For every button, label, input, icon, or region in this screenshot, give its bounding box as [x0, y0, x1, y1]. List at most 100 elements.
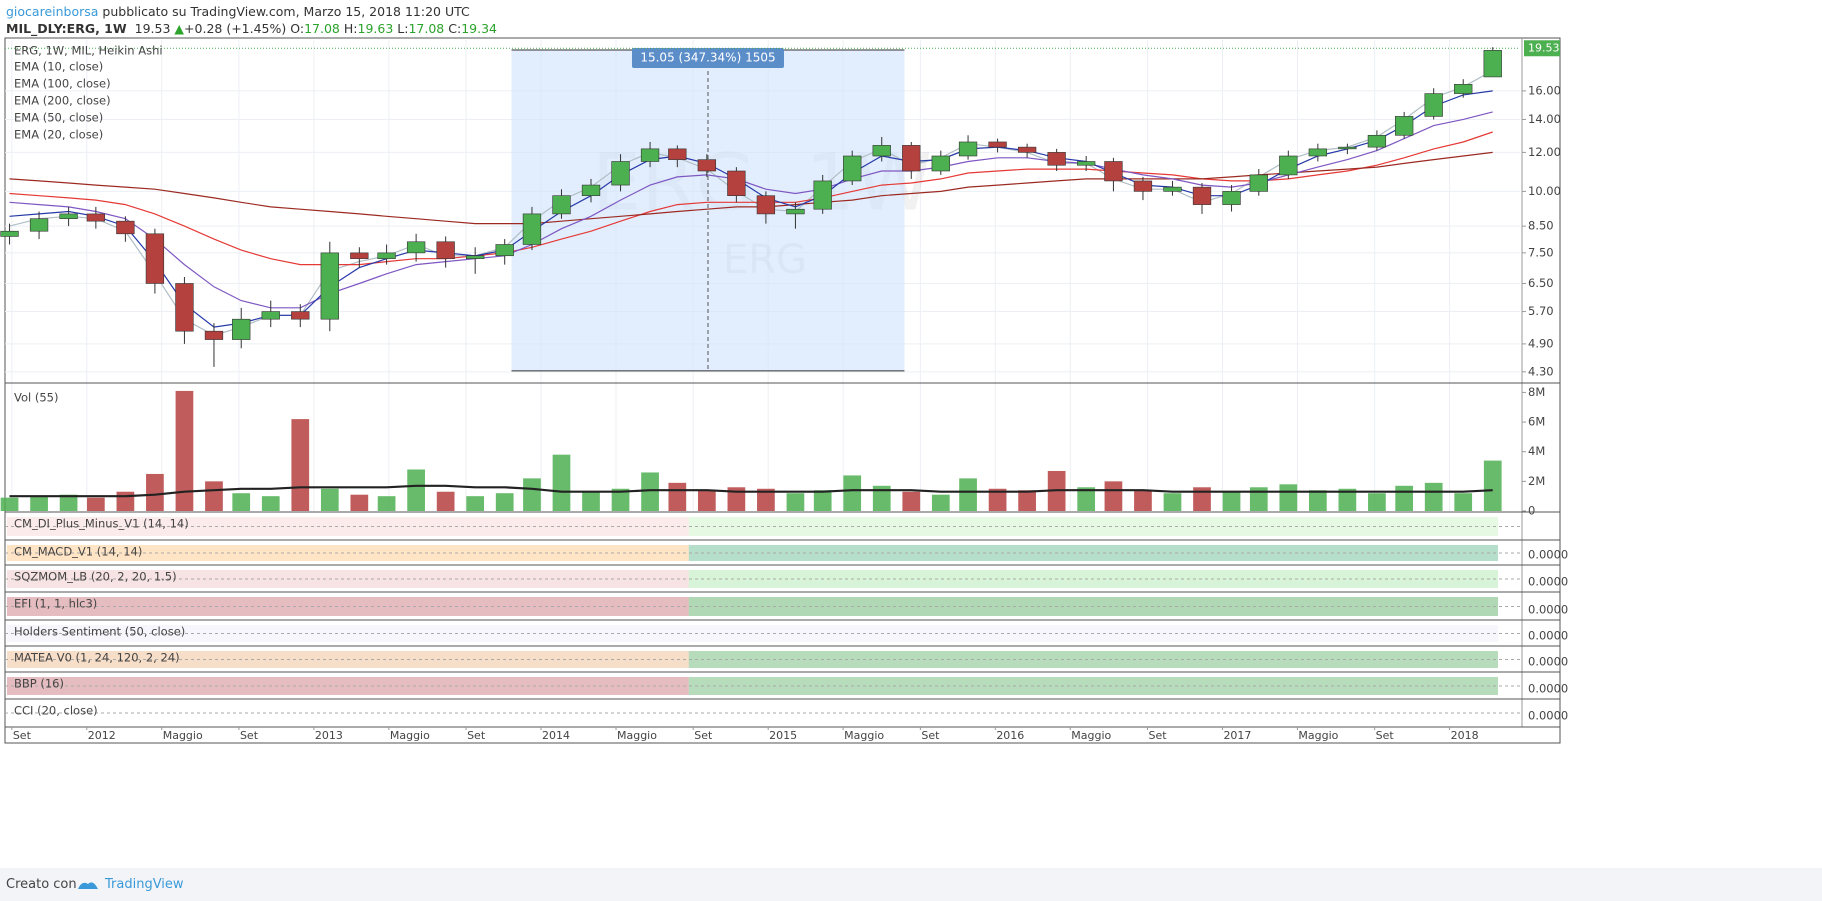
candle-body: [261, 311, 280, 320]
candle-body: [495, 244, 514, 257]
candle-body: [988, 141, 1007, 148]
candle-body: [727, 170, 746, 196]
volume-bar: [552, 454, 571, 511]
candle-body: [29, 218, 49, 232]
volume-bar: [1454, 493, 1473, 511]
candle-body: [1279, 155, 1298, 176]
volume-bar: [350, 494, 369, 511]
candle-body: [1367, 134, 1387, 148]
volume-bar: [959, 478, 977, 511]
published: pubblicato su TradingView.com, Marzo 15,…: [102, 4, 470, 19]
indicator-tick-label: 0.0000: [1528, 629, 1568, 643]
x-tick-label: Set: [13, 729, 32, 742]
volume-bar: [1163, 493, 1182, 511]
h-label: H:: [343, 21, 358, 36]
volume-bar: [641, 472, 659, 511]
volume-bar: [1249, 487, 1268, 511]
volume-bar: [931, 494, 950, 511]
ema-line: [9, 111, 1493, 309]
volume-bar: [466, 496, 485, 511]
volume-bar: [407, 469, 425, 511]
indicator-tick-label: 0.0000: [1528, 548, 1568, 562]
volume-bar: [843, 475, 862, 511]
volume-bar: [786, 493, 805, 511]
brand[interactable]: TradingView: [105, 877, 184, 892]
ema-line: [9, 90, 1493, 328]
volume-bar: [232, 493, 251, 511]
y-tick-label: 7.50: [1528, 245, 1554, 259]
candle-body: [291, 311, 310, 320]
open: 17.08: [304, 21, 340, 36]
indicator-tick-label: 0.0000: [1528, 603, 1568, 617]
y-tick-label: 4.30: [1528, 364, 1554, 378]
measure-label-box: [631, 48, 784, 69]
y-tick-label: 6.50: [1528, 276, 1554, 290]
candle-body: [1249, 174, 1268, 192]
legend-entry: EMA (50, close): [14, 111, 103, 125]
volume-bar: [902, 491, 921, 511]
x-tick-label: Maggio: [1071, 729, 1111, 742]
y-tick-label: 0: [1528, 504, 1535, 518]
candle-body: [522, 213, 542, 245]
footer: Creato con TradingView: [0, 868, 1822, 901]
legend-entry: EMA (100, close): [14, 77, 111, 91]
volume-bar: [0, 497, 19, 511]
x-tick-label: Maggio: [1298, 729, 1338, 742]
candle-body: [232, 318, 251, 340]
volume-bar: [757, 488, 775, 511]
volume-bar: [582, 491, 600, 511]
x-tick-label: 2014: [542, 729, 570, 742]
candle-body: [320, 252, 339, 320]
candle-body: [1104, 161, 1123, 182]
volume-bar: [668, 482, 687, 511]
candle-body: [552, 195, 571, 215]
x-tick-label: 2015: [769, 729, 797, 742]
indicator-label: Holders Sentiment (50, close): [14, 625, 185, 639]
candle-body: [1047, 152, 1066, 166]
volume-bar: [116, 491, 135, 511]
indicator-label: SQZMOM_LB (20, 2, 20, 1.5): [14, 570, 177, 584]
y-tick-label: 2M: [1528, 474, 1545, 488]
candle-body: [436, 241, 455, 259]
y-tick-label: 4.90: [1528, 336, 1554, 350]
x-tick-label: Set: [467, 729, 486, 742]
volume-bar: [1134, 490, 1152, 511]
volume-bar: [261, 496, 280, 511]
tv-logo: [78, 882, 98, 889]
y-tick-label: 5.70: [1528, 304, 1554, 318]
up-icon: ▲: [174, 21, 185, 36]
l-label: L:: [397, 21, 409, 36]
volume-bar: [377, 496, 396, 511]
candle-body: [1222, 191, 1241, 205]
symbol: MIL_DLY:ERG, 1W: [6, 21, 127, 36]
price: 19.53: [134, 21, 171, 36]
legend-entry: EMA (20, close): [14, 128, 103, 142]
volume-bar: [697, 490, 716, 511]
candle-body: [116, 220, 135, 235]
candle-body: [902, 145, 921, 172]
indicator-tick-label: 0.0000: [1528, 682, 1568, 696]
indicator-tick-label: 0.0000: [1528, 575, 1568, 589]
change: +0.28 (+1.45%): [184, 21, 287, 36]
candle-body: [1192, 186, 1212, 205]
high: 19.63: [357, 21, 394, 36]
x-tick-label: Set: [921, 729, 940, 742]
volume-bar: [1308, 490, 1327, 511]
volume-bar: [495, 493, 514, 511]
candle-body: [1395, 116, 1414, 136]
x-tick-label: Set: [1148, 729, 1167, 742]
volume-bar: [1338, 488, 1357, 511]
author[interactable]: giocareinborsa: [6, 4, 99, 19]
pane-title: ERG, 1W, MIL, Heikin Ashi: [14, 44, 163, 58]
volume-bar: [1104, 481, 1123, 511]
volume-bar: [988, 488, 1007, 511]
volume-bar: [1424, 482, 1443, 511]
y-tick-label: 12.00: [1528, 145, 1561, 159]
volume-bar: [59, 494, 78, 511]
x-tick-label: 2013: [315, 729, 343, 742]
close: 19.34: [461, 21, 497, 36]
indicator-label: MATEA V0 (1, 24, 120, 2, 24): [14, 651, 180, 665]
candle-body: [466, 255, 485, 259]
candle-body: [668, 148, 687, 160]
